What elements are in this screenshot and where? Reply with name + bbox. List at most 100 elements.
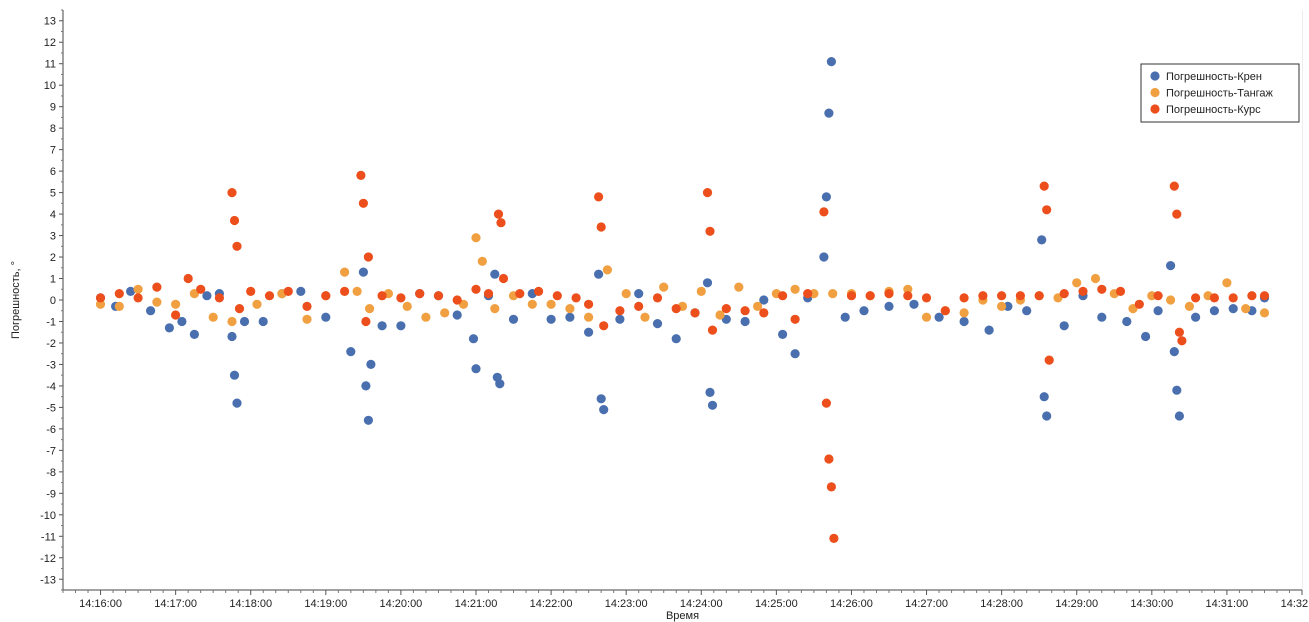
data-point bbox=[171, 299, 181, 309]
data-point bbox=[356, 170, 366, 180]
data-point bbox=[1039, 181, 1049, 191]
data-point bbox=[1166, 261, 1176, 271]
data-point bbox=[1228, 304, 1238, 314]
data-point bbox=[363, 415, 373, 425]
y-tick-label: -3 bbox=[46, 359, 56, 371]
data-point bbox=[884, 289, 894, 299]
data-point bbox=[824, 108, 834, 118]
data-point bbox=[483, 289, 494, 299]
data-point bbox=[214, 293, 224, 303]
x-tick-label: 14:27:00 bbox=[905, 598, 948, 610]
y-tick-label: -7 bbox=[46, 445, 56, 457]
data-point bbox=[189, 329, 199, 339]
data-point bbox=[361, 316, 371, 327]
x-tick-label: 14:31:00 bbox=[1205, 598, 1248, 610]
data-point bbox=[346, 347, 356, 357]
data-point bbox=[865, 291, 875, 301]
data-point bbox=[1037, 235, 1047, 245]
x-tick-label: 14:18:00 bbox=[229, 598, 272, 610]
data-point bbox=[114, 301, 124, 311]
y-tick-label: 9 bbox=[50, 102, 56, 114]
x-axis: 14:16:00 14:17:00 14:18:00 14:19:00 14:20:00… bbox=[62, 590, 1309, 610]
data-point bbox=[352, 286, 362, 296]
data-point bbox=[840, 312, 850, 322]
data-point bbox=[227, 316, 237, 327]
x-tick-label: 14:21:00 bbox=[455, 598, 498, 610]
data-point bbox=[652, 293, 663, 303]
data-point bbox=[702, 188, 713, 198]
data-point bbox=[183, 273, 193, 284]
data-points bbox=[95, 57, 1270, 544]
data-point bbox=[602, 265, 613, 275]
data-point bbox=[471, 364, 481, 374]
data-point bbox=[584, 299, 594, 309]
data-point bbox=[790, 284, 800, 294]
data-point bbox=[671, 334, 681, 344]
data-point bbox=[824, 454, 834, 464]
data-point bbox=[239, 316, 250, 327]
y-tick-label: 0 bbox=[50, 295, 56, 307]
data-point bbox=[1003, 301, 1013, 311]
plot-background bbox=[63, 10, 1302, 590]
data-point bbox=[1134, 299, 1144, 309]
data-point bbox=[471, 233, 481, 243]
data-point bbox=[707, 325, 718, 335]
data-point bbox=[1191, 293, 1201, 303]
y-tick-label: 8 bbox=[50, 123, 56, 135]
x-tick-label: 14:22:00 bbox=[530, 598, 573, 610]
data-point bbox=[959, 308, 969, 318]
data-point bbox=[599, 405, 609, 415]
data-point bbox=[615, 314, 625, 324]
data-point bbox=[1122, 316, 1132, 327]
data-point bbox=[377, 291, 387, 301]
y-tick-label: 13 bbox=[44, 16, 56, 28]
data-point bbox=[552, 291, 562, 301]
data-point bbox=[1259, 291, 1270, 301]
data-point bbox=[527, 299, 537, 309]
data-point bbox=[705, 387, 715, 397]
y-tick-label: -4 bbox=[46, 381, 56, 393]
data-point bbox=[846, 291, 857, 301]
y-axis-title: Погрешность, ° bbox=[10, 261, 22, 339]
data-point bbox=[821, 398, 832, 408]
data-point bbox=[377, 321, 387, 331]
data-point bbox=[959, 316, 969, 327]
data-point bbox=[1169, 347, 1179, 357]
data-point bbox=[997, 301, 1007, 311]
x-tick-label: 14:23:00 bbox=[605, 598, 648, 610]
data-point bbox=[490, 304, 500, 314]
data-point bbox=[759, 295, 769, 305]
data-point bbox=[753, 301, 763, 311]
plot-area bbox=[62, 10, 1302, 591]
data-point bbox=[652, 319, 663, 329]
data-point bbox=[1177, 336, 1187, 346]
data-point bbox=[826, 57, 837, 67]
x-tick-label: 14:20:00 bbox=[379, 598, 422, 610]
data-point bbox=[1241, 304, 1251, 314]
data-point bbox=[133, 284, 143, 294]
y-tick-label: -8 bbox=[46, 467, 56, 479]
x-tick-label: 14:29:00 bbox=[1055, 598, 1098, 610]
data-point bbox=[759, 308, 769, 318]
data-point bbox=[415, 289, 425, 299]
data-point bbox=[959, 293, 969, 303]
data-point bbox=[363, 252, 373, 262]
data-point bbox=[934, 312, 944, 322]
data-point bbox=[1147, 291, 1157, 301]
data-point bbox=[366, 359, 376, 369]
data-point bbox=[584, 327, 594, 337]
data-point bbox=[321, 312, 331, 322]
data-point bbox=[596, 394, 606, 404]
y-tick-label: 1 bbox=[50, 274, 56, 286]
data-point bbox=[565, 312, 575, 322]
y-axis: 131211109876543210-1-2-3-4-5-6-7-8-9-10-… bbox=[40, 9, 63, 591]
data-point bbox=[803, 289, 813, 299]
data-point bbox=[594, 269, 604, 279]
y-tick-label: 3 bbox=[50, 231, 56, 243]
data-point bbox=[365, 304, 375, 314]
y-tick-label: -12 bbox=[40, 553, 56, 565]
data-point bbox=[599, 321, 609, 331]
data-point bbox=[1172, 209, 1182, 219]
data-point bbox=[396, 321, 406, 331]
data-point bbox=[1044, 355, 1054, 365]
